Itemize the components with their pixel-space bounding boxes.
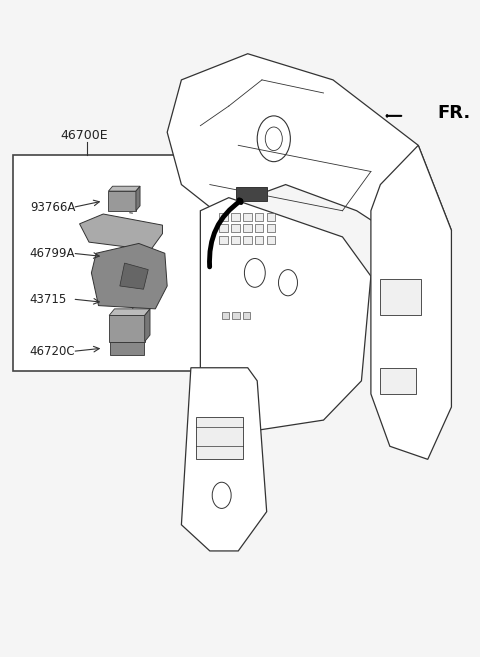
Polygon shape: [167, 54, 451, 263]
Text: 46799A: 46799A: [30, 247, 75, 260]
Bar: [242, 312, 250, 319]
Bar: [219, 237, 228, 244]
Bar: [13, 155, 217, 371]
Text: 46700E: 46700E: [60, 129, 108, 142]
Polygon shape: [200, 198, 371, 433]
Bar: [222, 312, 229, 319]
Polygon shape: [91, 244, 167, 309]
Polygon shape: [108, 191, 136, 211]
Bar: [196, 417, 243, 459]
Bar: [231, 213, 240, 221]
Polygon shape: [120, 263, 148, 289]
Bar: [219, 225, 228, 233]
Polygon shape: [108, 186, 140, 191]
Bar: [231, 237, 240, 244]
Polygon shape: [181, 368, 267, 551]
Text: FR.: FR.: [437, 104, 470, 122]
Bar: [236, 187, 267, 201]
Bar: [243, 237, 252, 244]
Bar: [267, 225, 275, 233]
Polygon shape: [109, 315, 144, 342]
Polygon shape: [136, 186, 140, 211]
Polygon shape: [144, 309, 150, 342]
Bar: [267, 237, 275, 244]
Polygon shape: [80, 214, 162, 250]
Bar: [380, 368, 416, 394]
Bar: [255, 213, 264, 221]
Bar: [231, 225, 240, 233]
Bar: [219, 213, 228, 221]
Bar: [232, 312, 240, 319]
Polygon shape: [110, 342, 144, 355]
Bar: [267, 213, 275, 221]
Polygon shape: [371, 145, 451, 459]
Bar: [255, 225, 264, 233]
Bar: [255, 237, 264, 244]
Text: 46720C: 46720C: [30, 345, 75, 358]
Bar: [243, 213, 252, 221]
Polygon shape: [109, 309, 150, 315]
Text: 43715: 43715: [30, 292, 67, 306]
Bar: [380, 279, 420, 315]
Bar: [243, 225, 252, 233]
Text: 93766A: 93766A: [30, 201, 75, 214]
